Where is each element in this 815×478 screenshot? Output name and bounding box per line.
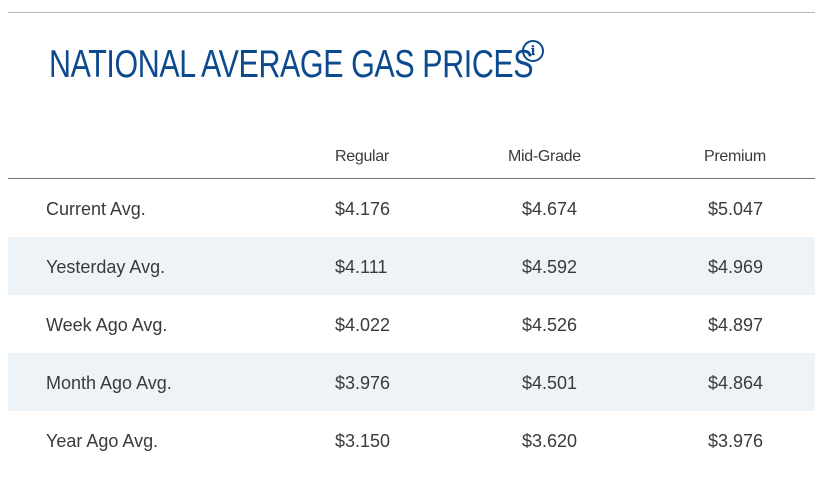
- mid-grade-price: $4.674: [522, 199, 578, 219]
- table-row-current: Current Avg. $4.176 $4.674 $5.047: [8, 179, 815, 237]
- premium-price: $4.897: [708, 315, 764, 335]
- row-label: Month Ago Avg.: [46, 373, 172, 393]
- premium-price: $4.864: [708, 373, 764, 393]
- table-row-yesterday: Yesterday Avg. $4.111 $4.592 $4.969: [8, 237, 815, 295]
- mid-grade-price: $4.526: [522, 315, 578, 335]
- premium-price: $4.969: [708, 257, 764, 277]
- table-row-week-ago: Week Ago Avg. $4.022 $4.526 $4.897: [8, 295, 815, 353]
- title-row: NATIONAL AVERAGE GAS PRICES i: [49, 40, 670, 90]
- table-row-month-ago: Month Ago Avg. $3.976 $4.501 $4.864: [8, 353, 815, 411]
- regular-price: $3.150: [335, 431, 391, 451]
- row-label: Current Avg.: [46, 199, 146, 219]
- regular-price: $4.111: [335, 257, 388, 277]
- premium-price: $3.976: [708, 431, 764, 451]
- column-header-premium: Premium: [704, 148, 766, 165]
- top-divider: [8, 12, 815, 13]
- mid-grade-price: $4.592: [522, 257, 578, 277]
- table-row-year-ago: Year Ago Avg. $3.150 $3.620 $3.976: [8, 411, 815, 469]
- row-label: Year Ago Avg.: [46, 431, 159, 451]
- table-header-row: Regular Mid-Grade Premium: [8, 130, 815, 179]
- regular-price: $4.176: [335, 199, 391, 219]
- column-header-mid-grade: Mid-Grade: [508, 148, 581, 165]
- info-icon[interactable]: i: [522, 40, 544, 62]
- page-title: NATIONAL AVERAGE GAS PRICES: [49, 43, 534, 86]
- row-label: Yesterday Avg.: [46, 257, 166, 277]
- mid-grade-price: $4.501: [522, 373, 578, 393]
- regular-price: $4.022: [335, 315, 391, 335]
- gas-price-table: Regular Mid-Grade Premium Current Avg. $…: [8, 130, 815, 469]
- regular-price: $3.976: [335, 373, 391, 393]
- mid-grade-price: $3.620: [522, 431, 578, 451]
- row-label: Week Ago Avg.: [46, 315, 168, 335]
- column-header-regular: Regular: [335, 148, 389, 165]
- premium-price: $5.047: [708, 199, 764, 219]
